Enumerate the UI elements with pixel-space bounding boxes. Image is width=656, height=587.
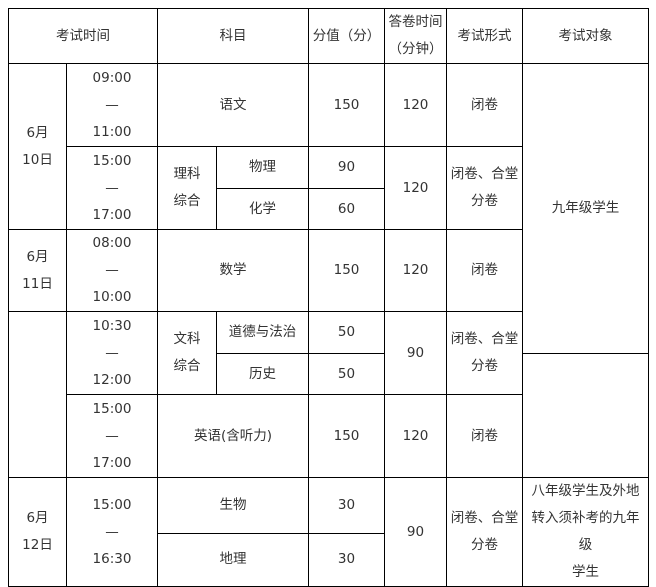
subject-cell: 英语(含听力) [157,394,309,478]
time-cell: 15:00 — 17:00 [66,394,158,478]
duration-cell: 120 [384,63,447,147]
table-row: 6月 10日 09:00 — 11:00 语文 150 120 闭卷 九年级学生 [8,63,649,354]
cell-text-line: 10日 [22,151,53,168]
table-row: 15:00 — 17:00 理科综合 物理 90 120 闭卷、合堂分卷 [9,146,649,230]
cell-text-line: — [105,344,119,361]
date-cell-empty [8,311,67,478]
header-subject: 科目 [157,8,309,64]
cell-text-line: 17:00 [92,206,132,223]
time-cell: 15:00 — 17:00 [66,146,158,230]
cell-text-line: — [105,523,119,540]
duration-cell: 120 [384,146,447,230]
header-target: 考试对象 [522,8,649,64]
subject-cell: 化学 [216,188,309,230]
cell-text-line: 08:00 [92,235,132,251]
time-cell: 10:30 — 12:00 [66,311,158,395]
cell-text-line: （分钟） [388,41,443,57]
time-cell: 15:00 — 16:30 [66,477,158,587]
format-cell: 闭卷、合堂 分卷 [446,311,523,395]
cell-text-line: 理科 [173,166,201,182]
cell-text-line: 闭卷、合堂 [450,166,519,182]
time-cell: 08:00 — 10:00 [66,229,158,312]
score-cell: 150 [308,394,385,478]
header-score: 分值（分） [308,8,385,64]
format-cell: 闭卷 [446,63,523,147]
table-row: 6月 12日 15:00 — 16:30 生物 30 90 闭卷、合堂分卷 八年级学生… [8,477,649,587]
header-answer-time: 答卷时间 （分钟） [384,8,447,64]
subject-cell: 物理 [216,146,309,189]
cell-text-line: — [105,179,119,196]
cell-text-line: 10:30 [92,317,132,334]
table-row: 10:30 — 12:00 文科综合 道德与法治 50 90 闭卷、合堂分卷 [8,311,649,478]
cell-text-line: 6月 [26,124,49,141]
subject-cell: 历史 [216,353,309,395]
cell-text-line: 分卷 [471,358,498,374]
score-cell: 90 [308,146,385,189]
cell-text-line: 闭卷、合堂 [450,510,519,526]
cell-text-line: — [105,96,119,113]
date-cell: 6月 12日 [8,477,67,587]
cell-text-line: 09:00 [92,69,132,86]
table-row: 15:00 — 17:00 英语(含听力) 150 120 闭卷 [9,394,649,478]
cell-text-line: 答卷时间 [388,14,443,30]
score-cell: 150 [308,229,385,312]
cell-text-line: — [105,427,119,444]
cell-text-line: 6月 [26,248,49,265]
target-cell: 九年级学生 [522,63,649,354]
header-exam-time: 考试时间 [8,8,158,64]
subject-cell: 生物 [157,477,309,534]
cell-text-line: 闭卷、合堂 [450,331,519,347]
score-cell: 60 [308,188,385,230]
subject-group-cell: 文科 综合 [157,311,217,395]
cell-text-line: 分卷 [471,537,498,553]
cell-text-line: 综合 [173,193,201,209]
score-cell: 150 [308,63,385,147]
cell-text-line: 分卷 [471,193,498,209]
cell-text-line: 综合 [173,358,201,374]
table-row: 化学 60 [9,188,649,230]
subject-cell: 语文 [157,63,309,147]
date-cell: 6月 11日 [8,229,67,312]
exam-schedule-table: 考试时间 科目 分值（分） 答卷时间 （分钟） 考试形式 考试对象 6月 10日 0… [8,8,649,587]
format-cell: 闭卷、合堂 分卷 [446,477,523,587]
format-cell: 闭卷 [446,394,523,478]
cell-text-line: 15:00 [92,152,132,169]
cell-text-line: 文科 [173,331,201,347]
score-cell: 50 [308,311,385,354]
header-format: 考试形式 [446,8,523,64]
cell-text-line: — [105,262,119,278]
subject-cell: 道德与法治 [216,311,309,354]
cell-text-line: 17:00 [92,454,132,471]
cell-text-line: 15:00 [92,400,132,417]
cell-text-line: 15:00 [92,496,132,513]
score-cell: 30 [308,477,385,534]
subject-group-cell: 理科 综合 [157,146,217,230]
cell-text-line: 12日 [22,537,53,553]
cell-text-line: 11:00 [92,123,132,140]
duration-cell: 120 [384,394,447,478]
format-cell: 闭卷、合堂 分卷 [446,146,523,230]
duration-cell: 90 [384,477,447,587]
date-cell: 6月 10日 [8,63,67,230]
header-row: 考试时间 科目 分值（分） 答卷时间 （分钟） 考试形式 考试对象 [8,8,649,64]
duration-cell: 120 [384,229,447,312]
cell-text-line: 11日 [22,275,53,292]
cell-text-line: 16:30 [92,550,132,567]
format-cell: 闭卷 [446,229,523,312]
score-cell: 50 [308,353,385,395]
subject-cell: 地理 [157,532,309,587]
subject-cell: 数学 [157,229,309,312]
cell-text-line: 10:00 [92,289,132,305]
table-row: 6月 11日 08:00 — 10:00 数学 150 120 闭卷 [8,229,649,312]
score-cell: 30 [308,532,385,587]
cell-text-line: 八年级学生及外地 [531,483,640,499]
duration-cell: 90 [384,311,447,395]
cell-text-line: 转入须补考的九年级 [531,510,640,553]
cell-text-line: 6月 [26,510,49,526]
cell-text-line: 12:00 [92,371,132,388]
target-cell: 八年级学生及外地转入须补考的九年级学生 [522,477,649,587]
cell-text-line: 学生 [572,564,599,580]
time-cell: 09:00 — 11:00 [66,63,158,147]
